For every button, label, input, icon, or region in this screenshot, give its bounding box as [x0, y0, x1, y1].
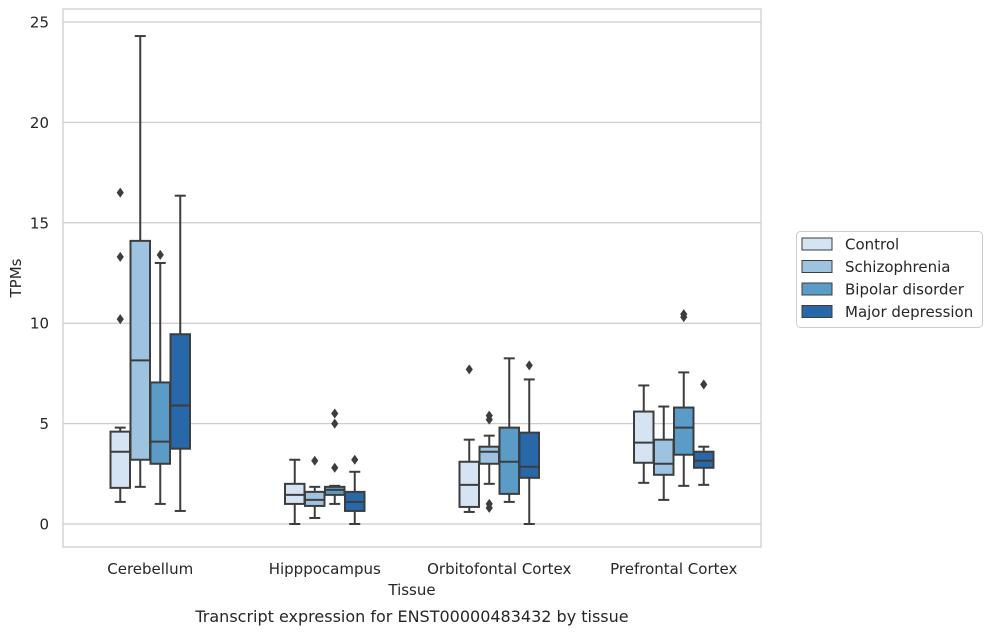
box-groups — [109, 35, 715, 525]
x-tick-label-3: Orbitofontal Cortex — [427, 560, 571, 578]
outlier-2-3-3 — [331, 408, 339, 419]
box-1-1 — [109, 430, 131, 489]
box-4-1 — [633, 410, 655, 464]
outlier-4-4-1 — [700, 379, 708, 390]
outlier-1-1-1 — [116, 314, 124, 325]
outlier-3-2-2 — [485, 498, 493, 509]
x-tick-label-1: Cerebellum — [107, 560, 193, 578]
outlier-3-4-1 — [525, 360, 533, 371]
box-1-4 — [169, 333, 191, 450]
y-tick-label-5: 5 — [39, 415, 49, 433]
box-group-3 — [458, 357, 540, 525]
outlier-2-3-1 — [331, 462, 339, 473]
y-tick-label-25: 25 — [30, 14, 49, 32]
y-tick-label-10: 10 — [30, 315, 49, 333]
box-3-2 — [478, 445, 500, 465]
y-axis-label: TPMs — [7, 258, 25, 298]
outlier-1-3-1 — [156, 249, 164, 260]
outlier-2-2-1 — [311, 455, 319, 466]
box-2-1 — [284, 482, 306, 505]
legend-swatch-3 — [801, 282, 833, 296]
box-group-2 — [284, 408, 366, 525]
box-4-4 — [693, 450, 715, 469]
box-1-3 — [149, 381, 171, 465]
y-axis-ticks: 0 5 10 15 20 25 — [30, 14, 49, 534]
outlier-1-1-3 — [116, 187, 124, 198]
y-tick-label-20: 20 — [30, 114, 49, 132]
outlier-1-1-2 — [116, 251, 124, 262]
y-tick-label-15: 15 — [30, 214, 49, 232]
legend-swatch-4 — [801, 305, 833, 318]
box-1-2 — [129, 239, 151, 461]
legend-label-2: Schizophrenia — [845, 258, 950, 276]
outlier-3-1-1 — [465, 364, 473, 375]
legend: Control Schizophrenia Bipolar disorder Majo… — [796, 231, 983, 328]
outlier-4-3-2 — [680, 309, 688, 320]
legend-label-1: Control — [845, 236, 899, 254]
chart-title: Transcript expression for ENST0000048343… — [194, 607, 628, 626]
outlier-3-2-4 — [485, 410, 493, 421]
box-3-3 — [498, 426, 520, 495]
legend-swatch-1 — [801, 237, 833, 251]
x-axis-label: Tissue — [387, 581, 435, 599]
outlier-2-3-2 — [331, 418, 339, 429]
box-4-3 — [673, 406, 695, 456]
legend-frame — [796, 231, 983, 328]
box-4-2 — [653, 438, 675, 476]
legend-label-3: Bipolar disorder — [845, 281, 965, 299]
outlier-2-4-1 — [351, 454, 359, 465]
x-axis-ticks: Cerebellum Hipppocampus Orbitofontal Corte… — [107, 560, 737, 578]
box-group-1 — [109, 35, 191, 512]
box-group-4 — [633, 309, 715, 501]
x-tick-label-2: Hipppocampus — [269, 560, 381, 578]
box-3-4 — [518, 431, 540, 479]
box-2-3 — [324, 485, 346, 496]
box-2-2 — [304, 490, 326, 507]
y-tick-label-0: 0 — [39, 516, 49, 534]
legend-swatch-2 — [801, 260, 833, 273]
legend-label-4: Major depression — [845, 303, 973, 321]
x-tick-label-4: Prefrontal Cortex — [610, 560, 737, 578]
